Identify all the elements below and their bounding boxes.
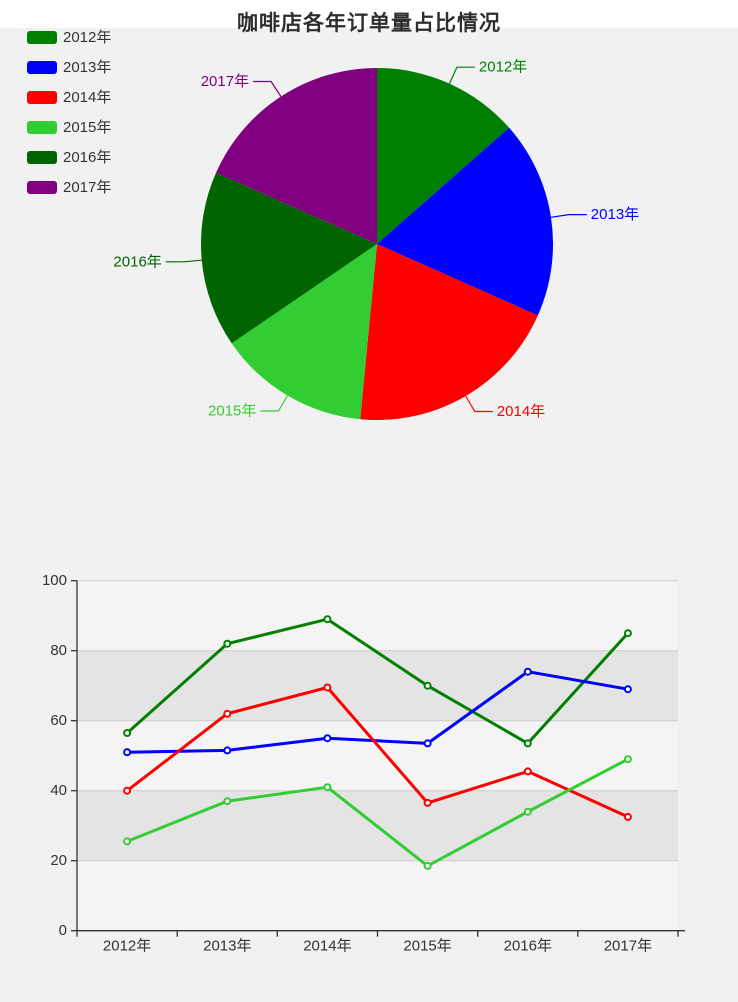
red-line-marker-2017年 xyxy=(623,812,632,821)
green-line-marker-2017年 xyxy=(623,629,632,638)
red-line-marker-2014年 xyxy=(323,683,332,692)
pie-slice-2013年[interactable] xyxy=(377,127,554,316)
page-title: 咖啡店各年订单量占比情况 xyxy=(237,12,501,35)
pie-label-line-2017年 xyxy=(253,80,282,97)
line-chart: 0 20 40 60 80 100 2012年 2013年 2014年 2015年 2016年 201… xyxy=(42,572,685,955)
green-line-marker-2013年 xyxy=(223,639,232,648)
pie-label-line-2015年 xyxy=(260,395,289,412)
blue-line-marker-2012年 xyxy=(123,748,132,757)
legend-swatch-icon xyxy=(27,151,57,164)
pie-slice-2017年[interactable] xyxy=(215,68,377,244)
y-axis-label-0: 0 xyxy=(59,922,67,939)
blue-line-marker-2013年 xyxy=(223,746,232,755)
red-line-marker-2015年 xyxy=(423,798,432,807)
pie-slice-2014年[interactable] xyxy=(360,244,538,421)
split-area-band xyxy=(77,650,678,721)
pie-label-2016年: 2016年 xyxy=(113,253,161,270)
pie-label-line-2012年 xyxy=(448,66,475,84)
legend-item-2016年[interactable]: 2016年 xyxy=(27,149,112,166)
limegreen-line-marker-2015年 xyxy=(423,861,432,870)
pie-label-2013年: 2013年 xyxy=(591,206,639,223)
pie-label-line-2014年 xyxy=(465,395,493,413)
limegreen-line-marker-2014年 xyxy=(323,783,332,792)
pie-label-2017年: 2017年 xyxy=(201,73,249,90)
pie-label-line-2013年 xyxy=(550,214,587,218)
limegreen-line-marker-2016年 xyxy=(523,807,532,816)
split-area-band xyxy=(77,860,678,931)
legend-swatch-icon xyxy=(27,91,57,104)
limegreen-line xyxy=(125,757,630,868)
x-axis-label-2013年: 2013年 xyxy=(203,938,251,955)
blue-line xyxy=(125,670,630,754)
split-area-band xyxy=(77,720,678,791)
x-axis-label-2012年: 2012年 xyxy=(103,938,151,955)
y-axis-label-20: 20 xyxy=(50,852,67,869)
header-strip xyxy=(0,0,738,28)
legend-item-2017年[interactable]: 2017年 xyxy=(27,179,112,196)
legend-label: 2012年 xyxy=(63,29,112,46)
legend-label: 2016年 xyxy=(63,149,112,166)
limegreen-line-marker-2017年 xyxy=(623,755,632,764)
legend-swatch-icon xyxy=(27,61,57,74)
split-area-band xyxy=(77,580,678,651)
limegreen-line-marker-2013年 xyxy=(223,797,232,806)
y-axis-label-100: 100 xyxy=(42,572,67,589)
legend-label: 2014年 xyxy=(63,89,112,106)
legend-label: 2015年 xyxy=(63,119,112,136)
x-axis-label-2014年: 2014年 xyxy=(303,938,351,955)
pie-chart: 2012年 2013年 2014年 2015年 2016年 2017年 xyxy=(113,59,639,421)
legend-item-2013年[interactable]: 2013年 xyxy=(27,59,112,76)
y-axis-label-40: 40 xyxy=(50,782,67,799)
x-axis-label-2017年: 2017年 xyxy=(604,938,652,955)
blue-line-marker-2016年 xyxy=(523,667,532,676)
green-line-marker-2012年 xyxy=(123,729,132,737)
limegreen-line-marker-2012年 xyxy=(123,837,132,846)
y-axis-label-60: 60 xyxy=(50,712,67,729)
legend-swatch-icon xyxy=(27,31,57,44)
pie-label-line-2016年 xyxy=(165,259,202,263)
red-line xyxy=(125,686,630,819)
green-line-marker-2016年 xyxy=(523,739,532,748)
legend-label: 2017年 xyxy=(63,179,112,196)
pie-slice-2015年[interactable] xyxy=(231,244,377,420)
legend-item-2014年[interactable]: 2014年 xyxy=(27,89,112,106)
pie-slice-2012年[interactable] xyxy=(377,68,510,244)
red-line-marker-2016年 xyxy=(523,767,532,776)
red-line-marker-2012年 xyxy=(123,786,132,795)
green-line-marker-2015年 xyxy=(423,681,432,690)
blue-line-marker-2017年 xyxy=(623,685,632,694)
x-axis-label-2015年: 2015年 xyxy=(403,938,451,955)
pie-label-2015年: 2015年 xyxy=(208,403,256,420)
legend-item-2015年[interactable]: 2015年 xyxy=(27,119,112,136)
green-line-marker-2014年 xyxy=(323,615,332,624)
pie-label-2012年: 2012年 xyxy=(479,59,527,76)
legend-label: 2013年 xyxy=(63,59,112,76)
blue-line-marker-2015年 xyxy=(423,739,432,748)
pie-slice-2016年[interactable] xyxy=(201,172,377,344)
green-line xyxy=(125,617,630,745)
y-axis-label-80: 80 xyxy=(50,642,67,659)
legend-swatch-icon xyxy=(27,121,57,134)
red-line-marker-2013年 xyxy=(223,709,232,718)
legend-swatch-icon xyxy=(27,181,57,194)
blue-line-marker-2014年 xyxy=(323,734,332,743)
pie-label-2014年: 2014年 xyxy=(497,403,545,420)
pie-legend: 2012年 2013年 2014年 2015年 2016年 2017年 xyxy=(27,29,112,196)
x-axis-label-2016年: 2016年 xyxy=(504,938,552,955)
legend-item-2012年[interactable]: 2012年 xyxy=(27,29,112,46)
